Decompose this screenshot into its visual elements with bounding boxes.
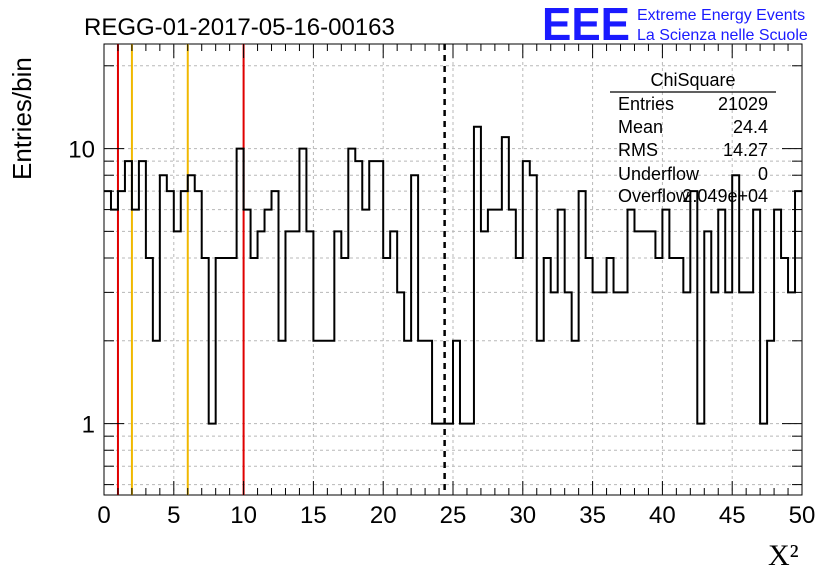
stats-box: ChiSquare Entries 21029 Mean 24.4 RMS 14… xyxy=(610,70,776,206)
y-tick-label: 10 xyxy=(68,137,95,164)
x-tick-label: 5 xyxy=(167,502,180,529)
stats-label-rms: RMS xyxy=(618,140,658,160)
x-tick-label: 30 xyxy=(509,502,536,529)
org-line-2: La Scienza nelle Scuole xyxy=(637,27,808,44)
y-tick-label: 1 xyxy=(82,412,95,439)
y-axis-label: Entries/bin xyxy=(7,57,37,180)
stats-title: ChiSquare xyxy=(650,70,735,90)
reference-lines xyxy=(116,44,446,495)
histogram-series xyxy=(104,125,802,425)
x-tick-labels: 0 5 10 15 20 25 30 35 40 45 50 xyxy=(97,502,815,529)
x-tick-label: 10 xyxy=(230,502,257,529)
run-title: REGG-01-2017-05-16-00163 xyxy=(84,14,395,41)
x-tick-label: 25 xyxy=(440,502,467,529)
x-tick-label: 0 xyxy=(97,502,110,529)
axes-ticks xyxy=(103,44,803,495)
stats-value-mean: 24.4 xyxy=(733,117,768,137)
y-tick-labels: 1 10 xyxy=(68,137,95,439)
stats-label-underflow: Underflow xyxy=(618,164,700,184)
eee-logo: EEE xyxy=(542,0,630,50)
stats-label-overflow: Overflow xyxy=(618,186,690,206)
stats-value-rms: 14.27 xyxy=(723,140,768,160)
x-tick-label: 20 xyxy=(370,502,397,529)
stats-value-entries: 21029 xyxy=(718,94,768,114)
x-tick-label: 50 xyxy=(789,502,816,529)
stats-value-overflow: 2.049e+04 xyxy=(682,186,768,206)
stats-label-entries: Entries xyxy=(618,94,674,114)
stats-value-underflow: 0 xyxy=(758,164,768,184)
x-tick-label: 15 xyxy=(300,502,327,529)
org-line-1: Extreme Energy Events xyxy=(637,7,805,24)
x-tick-label: 45 xyxy=(719,502,746,529)
x-tick-label: 35 xyxy=(579,502,606,529)
stats-label-mean: Mean xyxy=(618,117,663,137)
x-tick-label: 40 xyxy=(649,502,676,529)
x-axis-label: X² xyxy=(768,539,799,572)
